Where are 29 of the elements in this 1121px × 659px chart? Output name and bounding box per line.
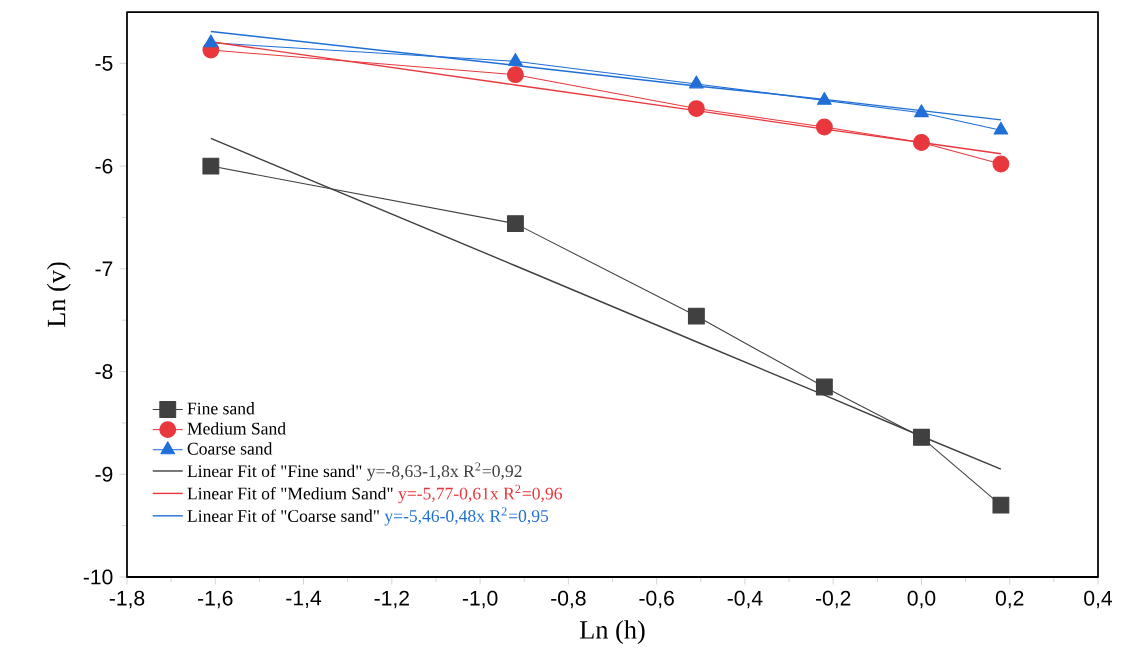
x-tick-label: -1,0 bbox=[462, 590, 498, 609]
legend-label: Linear Fit of "Coarse sand" bbox=[187, 509, 379, 522]
x-tick-label: 0,4 bbox=[1084, 590, 1113, 609]
y-tick-label: -6 bbox=[95, 158, 113, 174]
x-tick-label: 0,2 bbox=[995, 590, 1024, 609]
x-tick-label: -0,4 bbox=[727, 590, 763, 609]
y-tick-label: -8 bbox=[95, 364, 113, 379]
x-tick-label: -0,2 bbox=[815, 590, 851, 609]
x-tick-label: -0,8 bbox=[551, 590, 586, 609]
annotation: y=-5,77-0,61x R$^{2}$=0,96 bbox=[398, 484, 562, 504]
legend-label: Medium Sand bbox=[187, 422, 286, 435]
legend-label: Coarse sand bbox=[187, 442, 273, 455]
legend-label: Linear Fit of "Medium Sand" bbox=[187, 486, 393, 500]
x-tick-label: -0,6 bbox=[639, 590, 674, 609]
x-axis-title: Ln (h) bbox=[579, 620, 645, 645]
y-axis-title: Ln (v) bbox=[46, 262, 71, 328]
annotation: y=-5,46-0,48x R$^{2}$=0,95 bbox=[384, 507, 549, 526]
x-tick-label: -1,2 bbox=[374, 590, 409, 609]
y-tick-label: -10 bbox=[83, 569, 113, 585]
x-tick-label: -1,4 bbox=[286, 590, 322, 608]
y-tick-label: -5 bbox=[95, 56, 113, 71]
annotation: y=-8,63-1,8x R$^{2}$=0,92 bbox=[366, 462, 522, 481]
x-tick-label: -1,6 bbox=[198, 590, 233, 609]
legend-label: Fine sand bbox=[187, 402, 255, 415]
x-tick-label: -1,8 bbox=[109, 590, 145, 609]
legend-label: Linear Fit of "Fine sand" bbox=[187, 464, 362, 478]
x-tick-label: 0,0 bbox=[907, 590, 936, 609]
y-tick-label: -9 bbox=[95, 466, 113, 482]
y-tick-label: -7 bbox=[95, 261, 113, 277]
